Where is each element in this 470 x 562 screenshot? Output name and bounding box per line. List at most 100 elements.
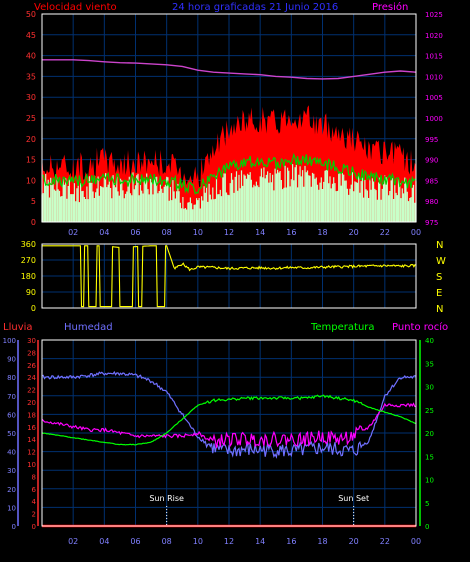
y-tick-label-wind: 35 xyxy=(26,72,36,81)
x-tick-label: 20 xyxy=(349,537,359,546)
y-tick-label-humidity: 70 xyxy=(7,393,16,401)
x-tick-label: 04 xyxy=(99,228,109,237)
x-tick-label: 18 xyxy=(317,228,327,237)
x-tick-label: 22 xyxy=(380,537,390,546)
x-tick-label: 16 xyxy=(286,228,296,237)
y-tick-label-temperature: 40 xyxy=(425,337,434,345)
y-tick-label-dewpoint: 28 xyxy=(27,349,36,357)
y-tick-label-wind: 50 xyxy=(26,10,36,19)
plot-frame-direction xyxy=(41,243,417,309)
wind-speed-title: Velocidad viento xyxy=(34,2,117,13)
compass-label: N xyxy=(436,304,443,315)
y-tick-label-dewpoint: 8 xyxy=(32,473,36,481)
y-tick-label-humidity: 80 xyxy=(7,374,16,382)
x-tick-label: 06 xyxy=(130,228,140,237)
x-tick-label: 12 xyxy=(224,228,234,237)
x-tick-label: 06 xyxy=(130,537,140,546)
y-tick-label-pressure: 1005 xyxy=(425,94,443,102)
y-tick-label-pressure: 1010 xyxy=(425,73,443,81)
annotation-label: Sun Rise xyxy=(149,494,184,503)
y-tick-label-wind: 30 xyxy=(26,93,36,102)
y-tick-label-humidity: 10 xyxy=(7,504,16,512)
wind-pressure-panel: 0510152025303540455097598098599099510001… xyxy=(26,10,443,237)
y-tick-label-wind: 5 xyxy=(31,197,36,206)
y-tick-label-wind: 40 xyxy=(26,52,36,61)
plot-frame-bottom xyxy=(41,339,417,527)
y-tick-label-temperature: 0 xyxy=(425,523,429,531)
y-tick-label-humidity: 30 xyxy=(7,467,16,475)
y-tick-label-dewpoint: 18 xyxy=(27,411,36,419)
y-tick-label-direction: 90 xyxy=(26,288,36,297)
series-wind-average xyxy=(41,152,417,195)
y-tick-label-humidity: 0 xyxy=(12,523,16,531)
y-tick-label-temperature: 15 xyxy=(425,453,434,461)
y-tick-label-dewpoint: 20 xyxy=(27,399,36,407)
x-tick-label: 10 xyxy=(193,228,203,237)
y-tick-label-dewpoint: 0 xyxy=(32,523,36,531)
x-tick-label: 18 xyxy=(317,537,327,546)
y-tick-label-temperature: 25 xyxy=(425,407,434,415)
legend-temperature: Temperatura xyxy=(310,322,375,333)
y-tick-label-humidity: 40 xyxy=(7,449,16,457)
y-tick-label-direction: 270 xyxy=(21,256,36,265)
x-tick-label: 08 xyxy=(162,228,172,237)
y-tick-label-wind: 45 xyxy=(26,31,36,40)
y-tick-label-dewpoint: 24 xyxy=(27,374,36,382)
y-tick-label-humidity: 90 xyxy=(7,356,16,364)
y-tick-label-wind: 20 xyxy=(26,135,36,144)
x-tick-label: 10 xyxy=(193,537,203,546)
y-tick-label-dewpoint: 26 xyxy=(27,362,36,370)
y-tick-label-humidity: 60 xyxy=(7,411,16,419)
series-humidity xyxy=(41,370,417,459)
y-tick-label-pressure: 980 xyxy=(425,198,438,206)
x-tick-label: 08 xyxy=(162,537,172,546)
y-tick-label-pressure: 1000 xyxy=(425,115,443,123)
y-tick-label-pressure: 985 xyxy=(425,177,438,185)
y-tick-label-dewpoint: 6 xyxy=(32,486,37,494)
y-tick-label-humidity: 100 xyxy=(3,337,16,345)
legend-rain: Lluvia xyxy=(3,322,33,333)
series-temperature xyxy=(41,394,417,446)
y-tick-label-wind: 25 xyxy=(26,114,36,123)
y-tick-label-dewpoint: 12 xyxy=(27,449,36,457)
legend-dewpoint: Punto rocío xyxy=(392,321,448,333)
y-tick-label-temperature: 35 xyxy=(425,360,434,368)
x-tick-label: 14 xyxy=(255,537,265,546)
y-tick-label-temperature: 10 xyxy=(425,477,434,485)
chart-title: 24 hora graficadas 21 Junio 2016 xyxy=(172,2,338,13)
y-tick-label-direction: 360 xyxy=(21,240,36,249)
y-tick-label-pressure: 975 xyxy=(425,219,438,227)
y-tick-label-dewpoint: 30 xyxy=(27,337,36,345)
compass-label: W xyxy=(436,256,446,267)
y-tick-label-pressure: 990 xyxy=(425,157,438,165)
y-tick-label-pressure: 1025 xyxy=(425,11,443,19)
x-tick-label: 14 xyxy=(255,228,265,237)
y-tick-label-dewpoint: 22 xyxy=(27,387,36,395)
y-tick-label-humidity: 50 xyxy=(7,430,16,438)
series-pressure xyxy=(42,59,417,80)
compass-label: E xyxy=(436,288,442,299)
pressure-title: Presión xyxy=(372,1,408,13)
y-tick-label-temperature: 30 xyxy=(425,384,434,392)
x-tick-label: 04 xyxy=(99,537,109,546)
x-tick-label: 02 xyxy=(68,537,78,546)
y-tick-label-direction: 0 xyxy=(31,304,36,313)
series-dewpoint xyxy=(41,402,417,449)
y-tick-label-direction: 180 xyxy=(21,272,36,281)
y-tick-label-wind: 15 xyxy=(26,156,36,165)
annotation-label: Sun Set xyxy=(338,494,369,503)
x-tick-label: 16 xyxy=(286,537,296,546)
y-tick-label-dewpoint: 16 xyxy=(27,424,36,432)
legend-humidity: Humedad xyxy=(64,322,113,333)
y-tick-label-pressure: 1020 xyxy=(425,32,443,40)
series-wind-direction xyxy=(42,245,417,308)
y-tick-label-pressure: 1015 xyxy=(425,53,443,61)
y-tick-label-dewpoint: 14 xyxy=(27,436,36,444)
plot-frame-wind xyxy=(41,13,417,223)
y-tick-label-dewpoint: 4 xyxy=(32,498,37,506)
y-tick-label-wind: 0 xyxy=(31,218,36,227)
x-tick-label: 12 xyxy=(224,537,234,546)
x-tick-label: 00 xyxy=(411,228,421,237)
